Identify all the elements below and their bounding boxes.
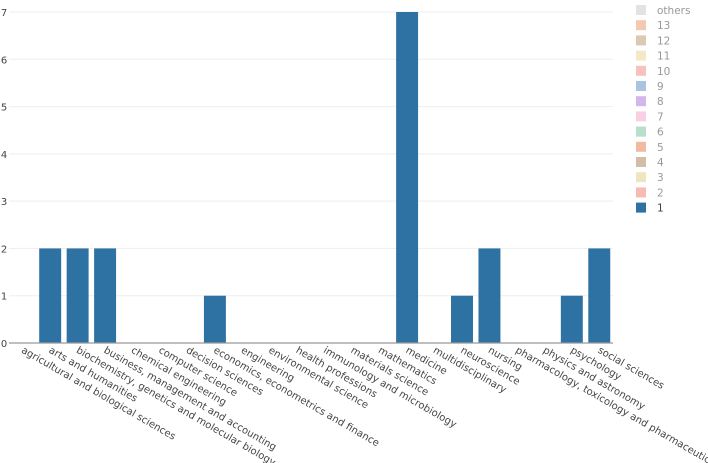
legend-swatch <box>636 5 646 15</box>
bar <box>451 295 473 343</box>
legend-item-label: 10 <box>657 66 670 78</box>
bar <box>560 295 583 343</box>
legend-item-label: 8 <box>657 96 664 108</box>
legend-item-label: 5 <box>657 142 664 154</box>
legend-swatch <box>636 20 646 31</box>
legend-item-label: 12 <box>657 35 670 47</box>
y-tick-label: 6 <box>1 55 7 66</box>
bar <box>66 248 89 343</box>
legend-item-label: 13 <box>657 20 670 32</box>
y-tick-label: 1 <box>1 292 7 303</box>
bars <box>39 12 611 343</box>
bar <box>203 295 226 343</box>
legend-swatch <box>636 202 646 213</box>
legend-item-label: 1 <box>657 203 664 215</box>
legend-swatch <box>636 65 646 76</box>
legend-swatch <box>636 81 646 91</box>
y-tick-label: 5 <box>1 103 7 114</box>
legend-swatch <box>636 157 646 167</box>
y-tick-labels: 0 1 2 3 4 5 6 7 <box>1 8 7 350</box>
legend-swatch <box>636 35 646 46</box>
legend-item-label: 3 <box>657 172 664 184</box>
y-tick-label: 0 <box>1 339 7 350</box>
legend-item-label: 11 <box>657 51 670 63</box>
legend-item-label: 4 <box>657 157 664 169</box>
legend-swatch <box>636 141 646 152</box>
legend-item-label: 7 <box>657 111 664 123</box>
legend-swatch <box>636 111 646 122</box>
bar <box>478 248 501 343</box>
legend-item-label: 9 <box>657 81 664 93</box>
legend-swatch <box>636 96 646 107</box>
legend-swatch <box>636 187 646 198</box>
bar <box>94 248 117 343</box>
bar <box>588 248 611 343</box>
legend-item-label: 6 <box>657 127 664 139</box>
legend-item-label: others <box>657 5 690 17</box>
y-tick-label: 7 <box>1 8 7 19</box>
legend-swatch <box>636 172 646 183</box>
y-tick-label: 4 <box>1 150 7 161</box>
bar <box>39 248 62 343</box>
x-tick-labels: agricultural and biological sciencesarts… <box>19 345 708 463</box>
legend-swatch <box>636 126 646 137</box>
legend-swatch <box>636 50 646 61</box>
y-tick-label: 3 <box>1 197 7 208</box>
y-tick-label: 2 <box>1 244 7 255</box>
legend-item-label: 2 <box>657 187 664 199</box>
legend: others 13 12 11 10 9 8 7 6 5 4 3 2 1 <box>636 5 690 215</box>
bar <box>396 12 419 343</box>
